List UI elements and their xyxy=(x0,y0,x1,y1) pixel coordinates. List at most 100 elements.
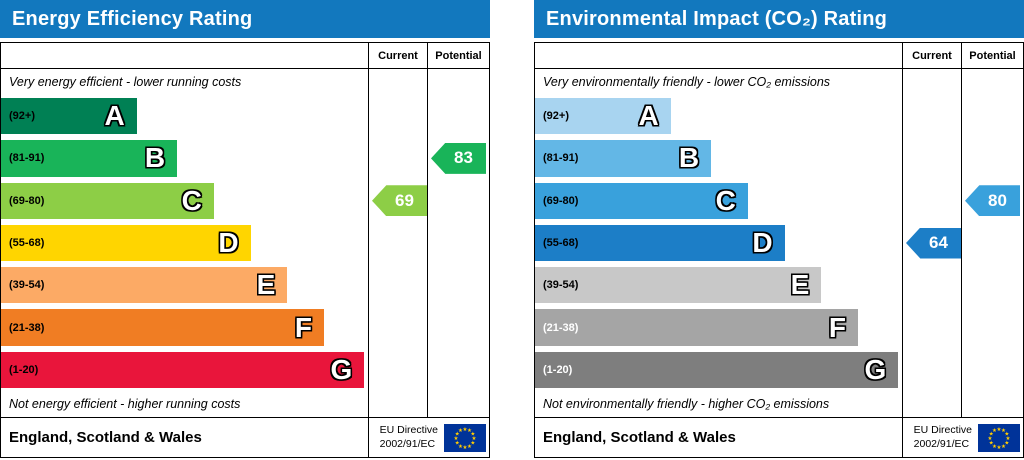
band-range-label: (21-38) xyxy=(543,321,579,334)
current-column: 64 xyxy=(902,69,961,417)
panel-header: Energy Efficiency Rating xyxy=(0,0,490,38)
band-row-e: (39-54) E xyxy=(1,264,368,306)
band-letter: A xyxy=(104,100,125,132)
band-row-f: (21-38) F xyxy=(535,306,902,348)
band-range-label: (39-54) xyxy=(543,279,579,292)
band-letter: D xyxy=(752,226,773,258)
potential-rating-arrow: 80 xyxy=(965,185,1020,217)
footer-region: England, Scotland & Wales xyxy=(535,417,902,457)
band-row-g: (1-20) G xyxy=(535,349,902,391)
bands-area: (92+) A (81-91) B (69-80) C (55-68) D (39-54) E (2… xyxy=(1,95,368,391)
band-letter: B xyxy=(144,142,166,174)
environmental-impact-panel: Environmental Impact (CO₂) Rating Curren… xyxy=(534,0,1024,458)
band-range-label: (92+) xyxy=(543,110,569,123)
directive-line1: EU Directive xyxy=(379,424,438,437)
band-letter: D xyxy=(218,226,239,258)
svg-text:★: ★ xyxy=(989,431,994,437)
bands-area: (92+) A (81-91) B (69-80) C (55-68) D (39-54) E (2… xyxy=(535,95,902,391)
directive-text: EU Directive 2002/91/EC xyxy=(914,424,972,450)
svg-text:★: ★ xyxy=(470,431,475,437)
svg-text:★: ★ xyxy=(470,440,475,446)
band-bar: (69-80) C xyxy=(1,182,214,219)
potential-column: 80 xyxy=(961,69,1023,417)
footer-directive: EU Directive 2002/91/EC ★ ★ ★ ★ ★ ★ ★ ★ ★ ★ ★ ★ xyxy=(902,417,1023,457)
current-rating-arrow: 69 xyxy=(372,185,427,217)
band-letter: B xyxy=(678,142,700,174)
top-note: Very environmentally friendly - lower CO… xyxy=(543,75,831,89)
band-letter: C xyxy=(181,184,202,216)
rating-table: Current Potential Very environmentally f… xyxy=(534,42,1024,458)
band-letter: E xyxy=(790,269,810,301)
column-header-spacer xyxy=(1,43,368,69)
potential-column: 83 xyxy=(427,69,489,417)
svg-text:★: ★ xyxy=(467,428,472,434)
band-bar: (21-38) F xyxy=(535,309,858,346)
svg-text:★: ★ xyxy=(997,445,1002,451)
rating-table: Current Potential Very energy efficient … xyxy=(0,42,490,458)
svg-text:★: ★ xyxy=(1001,428,1006,434)
current-column: 69 xyxy=(368,69,427,417)
directive-line2: 2002/91/EC xyxy=(913,437,970,450)
svg-text:★: ★ xyxy=(458,428,463,434)
svg-text:★: ★ xyxy=(1001,443,1006,449)
band-row-b: (81-91) B xyxy=(535,137,902,179)
band-range-label: (81-91) xyxy=(543,152,579,165)
band-bar: (55-68) D xyxy=(1,224,251,262)
svg-text:★: ★ xyxy=(472,436,477,442)
band-letter: F xyxy=(828,311,846,343)
bottom-note: Not environmentally friendly - higher CO… xyxy=(543,397,830,411)
band-row-e: (39-54) E xyxy=(535,264,902,306)
band-bar: (1-20) G xyxy=(535,351,899,388)
potential-column-header: Potential xyxy=(427,43,489,69)
band-bar: (39-54) E xyxy=(535,267,822,304)
band-bar: (92+) A xyxy=(1,98,137,135)
eu-flag-icon: ★ ★★ ★★★ ★★★ ★★★ xyxy=(978,423,1020,452)
band-row-c: (69-80) C xyxy=(535,180,902,222)
svg-text:★: ★ xyxy=(992,443,997,449)
band-bar: (55-68) D xyxy=(535,224,785,262)
potential-rating-arrow: 83 xyxy=(431,142,486,174)
top-note: Very energy efficient - lower running co… xyxy=(9,75,242,89)
band-row-a: (92+) A xyxy=(1,95,368,137)
svg-text:★: ★ xyxy=(989,440,994,446)
svg-text:★: ★ xyxy=(455,440,460,446)
directive-text: EU Directive 2002/91/EC xyxy=(380,424,438,450)
panel-title: Environmental Impact (CO₂) Rating xyxy=(546,7,888,30)
svg-text:★: ★ xyxy=(1004,431,1009,437)
band-row-f: (21-38) F xyxy=(1,306,368,348)
band-range-label: (69-80) xyxy=(543,194,579,207)
svg-text:★: ★ xyxy=(463,445,468,451)
directive-line1: EU Directive xyxy=(913,424,972,437)
column-header-spacer xyxy=(535,43,902,69)
svg-text:★: ★ xyxy=(455,431,460,437)
footer-directive: EU Directive 2002/91/EC ★ ★ ★ ★ ★ ★ ★ ★ ★ ★ ★ ★ xyxy=(368,417,489,457)
energy-efficiency-panel: Energy Efficiency Rating Current Potenti… xyxy=(0,0,490,458)
bottom-note: Not energy efficient - higher running co… xyxy=(9,397,241,411)
band-row-c: (69-80) C xyxy=(1,180,368,222)
band-bar: (1-20) G xyxy=(1,351,365,388)
band-bar: (81-91) B xyxy=(535,140,712,177)
current-column-header: Current xyxy=(368,43,427,69)
band-row-d: (55-68) D xyxy=(535,222,902,264)
band-bar: (81-91) B xyxy=(1,140,178,177)
svg-text:★: ★ xyxy=(463,427,468,433)
band-letter: F xyxy=(294,311,312,343)
band-row-g: (1-20) G xyxy=(1,349,368,391)
band-range-label: (81-91) xyxy=(9,152,45,165)
band-letter: G xyxy=(330,353,353,385)
panel-title: Energy Efficiency Rating xyxy=(12,7,253,30)
svg-text:★: ★ xyxy=(988,436,993,442)
panel-header: Environmental Impact (CO₂) Rating xyxy=(534,0,1024,38)
band-row-b: (81-91) B xyxy=(1,137,368,179)
band-range-label: (69-80) xyxy=(9,194,45,207)
svg-text:★: ★ xyxy=(1006,436,1011,442)
footer-region: England, Scotland & Wales xyxy=(1,417,368,457)
band-range-label: (21-38) xyxy=(9,321,45,334)
band-row-a: (92+) A xyxy=(535,95,902,137)
band-letter: G xyxy=(864,353,887,385)
band-range-label: (92+) xyxy=(9,110,35,123)
svg-text:★: ★ xyxy=(467,443,472,449)
band-range-label: (55-68) xyxy=(543,236,579,249)
band-range-label: (55-68) xyxy=(9,236,45,249)
